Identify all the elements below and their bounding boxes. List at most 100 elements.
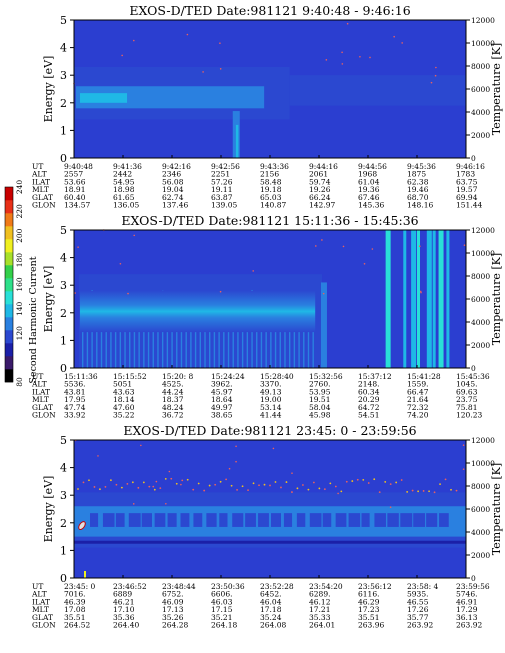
table-cell: 2156 xyxy=(260,170,279,179)
table-cell: 35.26 xyxy=(162,613,184,622)
table-cell: 19.04 xyxy=(162,185,184,194)
table-cell: 35.51 xyxy=(358,613,379,622)
y-tick-label: 2 xyxy=(60,307,67,320)
table-cell: 43.63 xyxy=(113,387,135,396)
temperature-point xyxy=(192,488,195,491)
temperature-point xyxy=(340,490,343,493)
flux-streak xyxy=(199,303,201,368)
temperature-point xyxy=(203,489,206,492)
table-row-label: UT xyxy=(32,582,43,591)
table-cell: 46.12 xyxy=(309,597,331,606)
noise-dot xyxy=(420,291,422,294)
temperature-point xyxy=(181,479,184,482)
table-cell: 9:41:36 xyxy=(113,162,142,171)
flux-streak xyxy=(124,304,126,368)
colorbar-swatch xyxy=(5,304,13,318)
flux-streak xyxy=(96,302,98,368)
table-cell: 264.18 xyxy=(211,621,237,630)
flux-hotspot xyxy=(78,521,86,531)
table-cell: 2346 xyxy=(162,170,181,179)
y-tick-label: 2 xyxy=(60,517,67,530)
table-cell: 19.46 xyxy=(407,185,429,194)
y2-tick-label: 6000 xyxy=(471,295,490,304)
table-cell: 23:52:28 xyxy=(260,582,294,591)
flux-streak xyxy=(274,309,277,368)
table-row-label: ALT xyxy=(31,590,47,599)
ephemeris-table: UT 9:40:48 9:41:36 9:42:16 9:42:56 9:43:36 9:4… xyxy=(31,162,485,210)
noise-dot xyxy=(180,483,182,486)
table-cell: 46.29 xyxy=(358,597,380,606)
table-row-label: GLAT xyxy=(32,193,53,202)
table-row-label: GLON xyxy=(32,411,56,420)
noise-dot xyxy=(462,444,465,446)
noise-dot xyxy=(369,56,371,59)
table-cell: 20.29 xyxy=(358,395,380,404)
colorbar-tick-label: 220 xyxy=(15,204,24,219)
table-cell: 264.01 xyxy=(309,621,335,630)
y2-tick-label: 10000 xyxy=(471,249,495,258)
flux-band-gap xyxy=(387,513,399,527)
spectrogram xyxy=(73,22,466,158)
table-cell: 41.44 xyxy=(260,411,282,420)
table-cell: 33.92 xyxy=(64,411,86,420)
y-tick-label: 4 xyxy=(60,252,67,265)
table-cell: 15:24:24 xyxy=(211,372,245,381)
table-cell: 62.74 xyxy=(162,193,184,202)
table-cell: 23:50:36 xyxy=(211,582,245,591)
panel-2: EXOS-D/TED Date:981121 15:11:36 - 15:45:… xyxy=(31,213,503,420)
table-cell: 35.21 xyxy=(211,613,232,622)
table-cell: 17.26 xyxy=(407,605,429,614)
noise-dot xyxy=(252,270,254,272)
colorbar-tick-label: 240 xyxy=(15,180,24,195)
table-cell: 264.28 xyxy=(162,621,188,630)
table-cell: 6606. xyxy=(211,590,232,599)
temperature-point xyxy=(274,481,277,483)
table-cell: 9:44:56 xyxy=(358,162,387,171)
table-cell: 23:58: 4 xyxy=(407,582,439,591)
table-cell: 15:45:36 xyxy=(456,372,490,381)
table-cell: 75.81 xyxy=(456,403,477,412)
table-cell: 23.75 xyxy=(456,395,478,404)
temperature-point xyxy=(164,477,167,480)
table-cell: 36.72 xyxy=(162,411,184,420)
flux-streak xyxy=(298,317,300,368)
table-row-label: ILAT xyxy=(32,387,50,396)
temperature-point xyxy=(88,479,90,482)
noise-dot xyxy=(127,292,129,295)
table-cell: 9:42:16 xyxy=(162,162,191,171)
flux-streak xyxy=(86,311,89,368)
colorbar-tick-label: 120 xyxy=(15,326,24,341)
noise-dot xyxy=(363,262,366,265)
temperature-point xyxy=(131,481,134,484)
y-tick-label: 0 xyxy=(60,152,67,165)
y2-axis-label: Temperature [K] xyxy=(490,43,503,135)
flux-streak xyxy=(152,309,154,368)
y-tick-label: 1 xyxy=(60,334,67,347)
temperature-point xyxy=(351,480,354,482)
table-cell: 2557 xyxy=(64,170,83,179)
flux-band-gap xyxy=(206,513,217,527)
table-cell: 54.95 xyxy=(113,177,135,186)
table-cell: 4525. xyxy=(162,380,183,389)
flux-streak xyxy=(166,304,169,368)
temperature-point xyxy=(115,483,118,486)
y2-tick-label: 6000 xyxy=(471,85,490,94)
flux-streak xyxy=(176,307,178,368)
temperature-point xyxy=(312,481,315,484)
table-cell: 5935. xyxy=(407,590,428,599)
table-cell: 1968 xyxy=(358,170,377,179)
temperature-point xyxy=(455,489,458,492)
flux-band-gap xyxy=(141,513,152,527)
flux-streak xyxy=(256,307,258,368)
flux-streak xyxy=(110,319,112,368)
flux-band-gap xyxy=(348,513,361,527)
table-cell: 43.81 xyxy=(64,387,85,396)
table-cell: 66.47 xyxy=(407,387,429,396)
table-cell: 120.23 xyxy=(456,411,482,420)
colorbar-swatch xyxy=(5,278,13,292)
flux-streak xyxy=(279,310,281,368)
noise-dot xyxy=(152,485,155,488)
table-cell: 18.64 xyxy=(211,395,233,404)
noise-dot xyxy=(346,22,349,25)
colorbar-tick-label: 80 xyxy=(15,377,24,387)
